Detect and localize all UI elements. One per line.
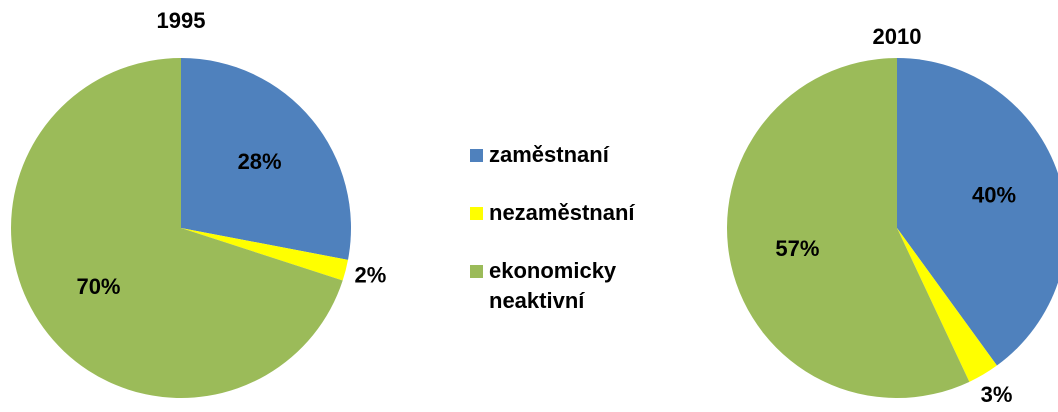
- legend-swatch: [470, 149, 483, 162]
- pie-slice: [897, 58, 1058, 366]
- data-label: 70%: [76, 274, 120, 299]
- legend-label: ekonomicky neaktivní: [489, 258, 617, 313]
- legend-item: ekonomicky neaktivní: [470, 256, 640, 316]
- legend-swatch: [470, 207, 483, 220]
- legend-label: zaměstnaní: [489, 142, 609, 167]
- legend-swatch: [470, 265, 483, 278]
- chart-title: 1995: [157, 8, 206, 33]
- legend-item: nezaměstnaní: [470, 198, 640, 228]
- pie-slice: [10, 58, 343, 398]
- data-label: 2%: [354, 262, 386, 287]
- data-label: 40%: [972, 182, 1016, 207]
- legend-label: nezaměstnaní: [489, 200, 635, 225]
- data-label: 28%: [238, 149, 282, 174]
- pie-slice: [181, 228, 348, 281]
- pie-slice: [897, 228, 997, 382]
- data-label: 3%: [981, 382, 1013, 407]
- data-label: 57%: [775, 236, 819, 261]
- legend-item: zaměstnaní: [470, 140, 640, 170]
- legend: zaměstnaní nezaměstnaní ekonomicky neaktiv…: [470, 140, 640, 344]
- pie-slice: [181, 58, 351, 260]
- pie-slice: [726, 58, 970, 398]
- chart-title: 2010: [873, 24, 922, 49]
